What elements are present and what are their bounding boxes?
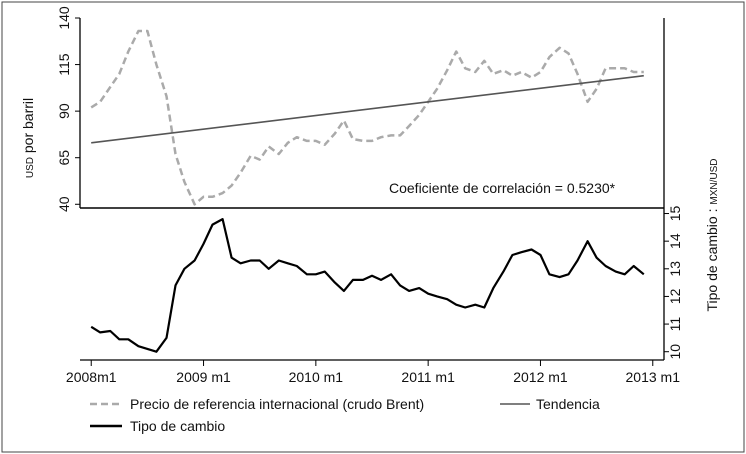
bottom-y-tick-label: 10	[667, 344, 683, 360]
legend-label-brent: Precio de referencia internacional (crud…	[130, 396, 424, 412]
x-tick-label: 2008m1	[66, 369, 117, 385]
x-tick-label: 2009 m1	[176, 369, 231, 385]
x-tick-label: 2010 m1	[289, 369, 344, 385]
x-ticks: 2008m1 2009 m1 2010 m1 2011 m1 2012 m1 2013 m…	[66, 360, 680, 385]
bottom-y-tick-label: 13	[667, 261, 683, 277]
bottom-y-ticks: 10 11 12 13 14 15	[664, 206, 683, 360]
bottom-y-tick-label: 15	[667, 206, 683, 222]
top-y-tick-label: 90	[56, 103, 72, 119]
x-tick-label: 2013 m1	[626, 369, 681, 385]
top-y-axis-title: USD por barril	[20, 98, 36, 178]
top-y-tick-label: 140	[56, 6, 72, 30]
correlation-annotation: Coeficiente de correlación = 0.5230*	[389, 180, 616, 196]
top-y-tick-label: 115	[56, 53, 72, 76]
bottom-y-tick-label: 11	[667, 317, 683, 332]
x-tick-label: 2012 m1	[513, 369, 568, 385]
top-y-tick-label: 65	[56, 150, 72, 166]
legend: Precio de referencia internacional (crud…	[90, 396, 600, 434]
series-line-tipo-cambio	[90, 218, 645, 353]
x-tick-label: 2011 m1	[401, 369, 455, 385]
series-layer	[90, 29, 645, 353]
bottom-y-axis-title: Tipo de cambio : MXN/USD	[704, 159, 720, 312]
bottom-y-tick-label: 14	[667, 233, 683, 249]
bottom-y-tick-label: 12	[667, 288, 683, 304]
legend-label-tendencia: Tendencia	[536, 396, 600, 412]
series-line-tendencia	[91, 74, 644, 144]
top-y-tick-label: 40	[56, 196, 72, 212]
legend-label-tipo-cambio: Tipo de cambio	[130, 418, 225, 434]
top-y-ticks: 40 65 90 115 140	[56, 6, 80, 212]
series-line-brent	[90, 29, 644, 206]
